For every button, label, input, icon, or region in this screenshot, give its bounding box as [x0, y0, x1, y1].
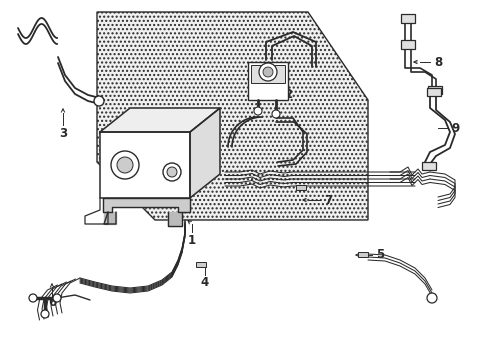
Circle shape — [53, 294, 61, 302]
Circle shape — [259, 63, 276, 81]
Circle shape — [29, 294, 37, 302]
Bar — [295, 185, 305, 190]
Bar — [421, 162, 435, 170]
Circle shape — [41, 310, 49, 318]
Bar — [400, 14, 414, 23]
Polygon shape — [190, 108, 220, 198]
Text: 2: 2 — [284, 87, 291, 100]
Polygon shape — [100, 108, 220, 132]
Text: 4: 4 — [201, 275, 209, 288]
Text: 7: 7 — [323, 194, 331, 207]
Bar — [400, 40, 414, 49]
Circle shape — [163, 163, 181, 181]
Text: 6: 6 — [48, 297, 56, 310]
Polygon shape — [104, 212, 116, 224]
Bar — [427, 86, 441, 94]
Circle shape — [117, 157, 133, 173]
Circle shape — [94, 96, 104, 106]
Circle shape — [271, 110, 280, 118]
Bar — [357, 252, 367, 257]
Polygon shape — [100, 132, 190, 198]
Text: 1: 1 — [187, 234, 196, 247]
Circle shape — [426, 293, 436, 303]
Polygon shape — [103, 198, 190, 212]
Bar — [426, 88, 440, 96]
Polygon shape — [97, 12, 367, 220]
Bar — [196, 262, 205, 267]
Circle shape — [263, 67, 272, 77]
Text: 9: 9 — [451, 122, 459, 135]
Bar — [247, 62, 287, 100]
Bar — [250, 65, 285, 83]
Circle shape — [253, 107, 262, 115]
Circle shape — [167, 167, 177, 177]
Polygon shape — [168, 212, 182, 226]
Text: 5: 5 — [375, 248, 384, 261]
Circle shape — [111, 151, 139, 179]
Text: 8: 8 — [433, 55, 441, 68]
Text: 3: 3 — [59, 126, 67, 140]
